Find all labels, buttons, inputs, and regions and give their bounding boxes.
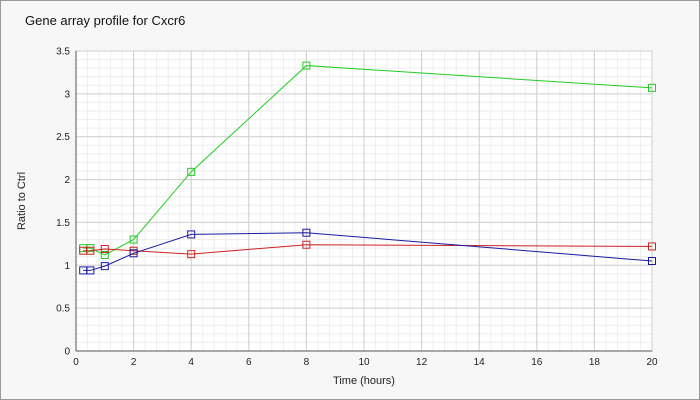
- x-axis-title: Time (hours): [333, 375, 395, 387]
- y-axis-title: Ratio to Ctrl: [16, 172, 28, 230]
- data-point-marker: [86, 246, 95, 255]
- y-tick-label: 1.5: [56, 218, 70, 229]
- series-line: [83, 232, 653, 271]
- y-tick-label: 1: [64, 261, 70, 272]
- x-tick-label: 6: [246, 357, 252, 368]
- major-gridlines: [75, 50, 653, 352]
- y-tick-label: 2: [64, 175, 70, 186]
- data-point-marker: [187, 167, 196, 176]
- data-point-marker: [648, 83, 656, 92]
- x-tick-label: 16: [531, 357, 543, 368]
- series-2: [79, 240, 656, 259]
- x-tick-label: 0: [73, 357, 79, 368]
- y-tick-label: 3: [64, 89, 70, 100]
- series-3: [79, 228, 656, 275]
- data-point-marker: [302, 240, 311, 249]
- y-tick-label: 3.5: [56, 47, 70, 58]
- data-point-marker: [648, 257, 656, 265]
- x-tick-label: 14: [474, 357, 486, 368]
- data-point-marker: [129, 235, 138, 244]
- data-point-marker: [187, 250, 196, 259]
- y-axis-ticks: 0 0.5 1 1.5 2 2.5 3 3.5: [56, 47, 70, 358]
- data-point-marker: [129, 249, 138, 258]
- data-point-marker: [187, 230, 196, 239]
- chart-title: Gene array profile for Cxcr6: [25, 13, 185, 28]
- data-point-marker: [100, 262, 109, 271]
- series-line: [83, 65, 653, 256]
- x-tick-label: 10: [358, 357, 370, 368]
- data-point-marker: [100, 251, 109, 259]
- x-tick-label: 18: [589, 357, 601, 368]
- y-tick-label: 0: [64, 347, 70, 358]
- series-layer: [79, 61, 656, 275]
- data-point-marker: [648, 242, 656, 251]
- y-tick-label: 0.5: [56, 304, 70, 315]
- x-tick-label: 8: [304, 357, 310, 368]
- data-point-marker: [302, 228, 311, 237]
- data-point-marker: [100, 245, 109, 253]
- data-point-marker: [302, 61, 311, 70]
- y-tick-label: 2.5: [56, 132, 70, 143]
- x-axis-ticks: 0 2 4 6 8 10 12 14 16 18 20: [73, 357, 658, 368]
- x-tick-label: 20: [646, 357, 658, 368]
- x-tick-label: 4: [188, 357, 194, 368]
- x-tick-label: 2: [131, 357, 137, 368]
- x-tick-label: 12: [416, 357, 428, 368]
- series-line: [83, 244, 653, 255]
- data-point-marker: [86, 266, 95, 275]
